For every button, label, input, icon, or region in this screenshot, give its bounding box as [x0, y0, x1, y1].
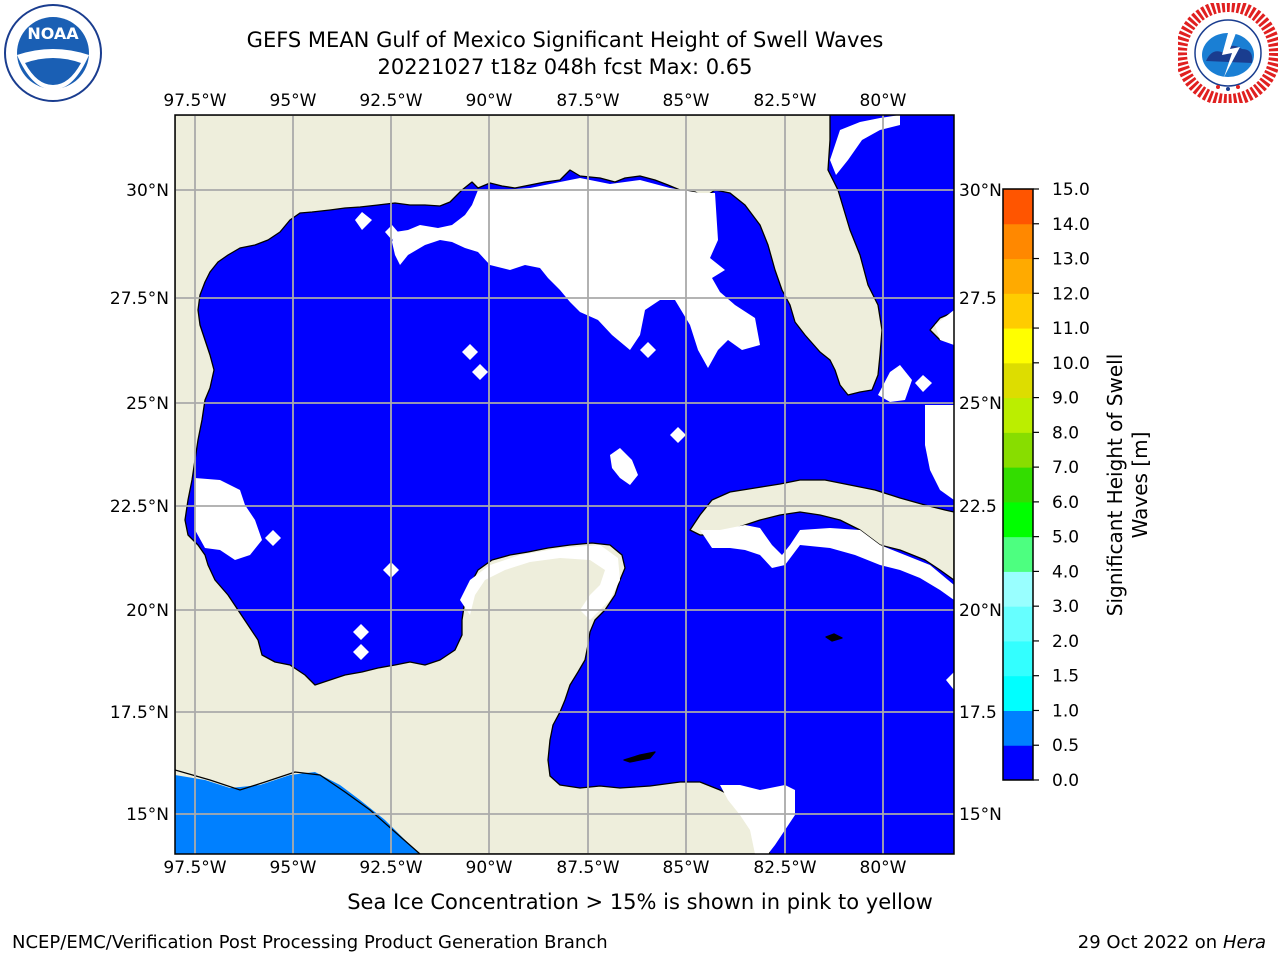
colorbar-title: Significant Height of Swell Waves [m]	[1103, 354, 1152, 616]
colorbar-swatch	[1003, 501, 1033, 538]
noaa-logo: NOAA	[4, 4, 102, 102]
colorbar-swatch	[1003, 397, 1033, 433]
cuba	[689, 479, 954, 581]
colorbar-tick-label: 0.5	[1052, 736, 1079, 756]
lon-label-top: 87.5°W	[556, 91, 619, 111]
colorbar-swatch	[1003, 223, 1033, 260]
lat-label-right: 17.5	[959, 703, 997, 723]
lon-label-top: 90°W	[466, 91, 513, 111]
lon-label-bottom: 92.5°W	[359, 858, 422, 878]
colorbar-swatch	[1003, 571, 1033, 607]
lon-label-bottom: 82.5°W	[753, 858, 816, 878]
lat-label-left: 22.5°N	[110, 497, 169, 517]
colorbar-swatch	[1003, 745, 1033, 781]
lat-label-right: 27.5	[959, 289, 997, 309]
colorbar-tick-label: 0.0	[1052, 771, 1079, 791]
colorbar-tick-label: 2.0	[1052, 632, 1079, 652]
lon-label-top: 85°W	[663, 91, 710, 111]
colorbar-swatch	[1003, 432, 1033, 468]
chart-title: GEFS MEAN Gulf of Mexico Significant Hei…	[246, 28, 884, 52]
nws-logo	[1178, 3, 1278, 103]
lon-label-bottom: 85°W	[663, 858, 710, 878]
colorbar-swatch	[1003, 606, 1033, 642]
colorbar-tick-label: 14.0	[1052, 215, 1090, 235]
colorbar-title-line2: Waves [m]	[1128, 432, 1152, 539]
us-mexico-landmass	[175, 115, 883, 854]
footer-credit: NCEP/EMC/Verification Post Processing Pr…	[12, 932, 608, 953]
cayman	[623, 751, 656, 763]
colorbar-tick-label: 15.0	[1052, 180, 1090, 200]
colorbar-title-line1: Significant Height of Swell	[1103, 354, 1127, 616]
plot-frame	[174, 114, 955, 855]
colorbar-swatch	[1003, 710, 1033, 746]
colorbar-swatch	[1003, 258, 1033, 294]
colorbar-swatch	[1003, 362, 1033, 399]
lat-label-left: 25°N	[126, 394, 169, 414]
footer-host: Hera	[1222, 932, 1266, 953]
colorbar-tick-label: 12.0	[1052, 284, 1090, 304]
lon-label-top: 95°W	[270, 91, 317, 111]
lon-label-top: 82.5°W	[753, 91, 816, 111]
colorbar-swatch	[1003, 536, 1033, 572]
lat-label-left: 30°N	[126, 181, 169, 201]
noaa-logo-text: NOAA	[27, 24, 79, 43]
lat-label-right: 30°N	[959, 181, 1002, 201]
lon-label-bottom: 87.5°W	[556, 858, 619, 878]
colorbar-swatch	[1003, 675, 1033, 711]
colorbar-swatch	[1003, 467, 1033, 503]
colorbar-swatch	[1003, 189, 1033, 225]
lon-label-bottom: 97.5°W	[163, 858, 226, 878]
lat-label-left: 15°N	[126, 805, 169, 825]
colorbar-tick-label: 10.0	[1052, 354, 1090, 374]
lat-label-right: 25°N	[959, 394, 1002, 414]
colorbar-tick-label: 8.0	[1052, 423, 1079, 443]
colorbar-swatch	[1003, 293, 1033, 329]
colorbar-swatch	[1003, 328, 1033, 364]
lat-label-left: 17.5°N	[110, 703, 169, 723]
lat-label-right: 22.5	[959, 497, 997, 517]
colorbar-tick-label: 5.0	[1052, 528, 1079, 548]
colorbar-tick-label: 4.0	[1052, 562, 1079, 582]
colorbar-tick-label: 1.0	[1052, 701, 1079, 721]
no-data-patches	[195, 115, 954, 854]
sea-ice-caption: Sea Ice Concentration > 15% is shown in …	[347, 890, 933, 914]
colorbar-tick-label: 1.5	[1052, 667, 1079, 687]
lon-label-bottom: 95°W	[270, 858, 317, 878]
footer-date-text: 29 Oct 2022 on	[1077, 932, 1223, 953]
lon-label-bottom: 80°W	[860, 858, 907, 878]
colorbar-tick-label: 11.0	[1052, 319, 1090, 339]
lat-label-left: 27.5°N	[110, 289, 169, 309]
chart-subtitle: 20221027 t18z 048h fcst Max: 0.65	[377, 55, 753, 79]
footer-date: 29 Oct 2022 on Hera	[1078, 932, 1266, 953]
lat-label-right: 20°N	[959, 601, 1002, 621]
lat-label-left: 20°N	[126, 601, 169, 621]
colorbar-tick-label: 9.0	[1052, 389, 1079, 409]
lon-label-bottom: 90°W	[466, 858, 513, 878]
colorbar-tick-label: 7.0	[1052, 458, 1079, 478]
lon-label-top: 92.5°W	[359, 91, 422, 111]
colorbar-tick-label: 6.0	[1052, 493, 1079, 513]
colorbar-frame	[1002, 188, 1034, 781]
colorbar-tick-label: 13.0	[1052, 250, 1090, 270]
jamaica	[825, 633, 843, 642]
lon-label-top: 97.5°W	[163, 91, 226, 111]
pacific-swell-region	[175, 772, 420, 854]
lon-label-top: 80°W	[860, 91, 907, 111]
colorbar-tick-label: 3.0	[1052, 597, 1079, 617]
colorbar-swatch	[1003, 640, 1033, 677]
lat-label-right: 15°N	[959, 805, 1002, 825]
